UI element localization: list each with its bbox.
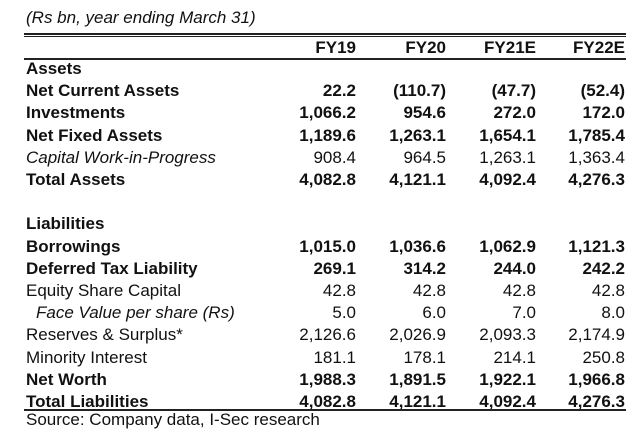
source-note: Source: Company data, I-Sec research — [26, 410, 320, 429]
table-row: Total Liabilities 4,082.8 4,121.1 4,092.4 4,… — [26, 391, 626, 413]
cell-fy20: 1,891.5 — [389, 369, 446, 389]
cell-fy19: 42.8 — [322, 281, 356, 300]
column-header-row: FY19 FY20 FY21E FY22E — [26, 37, 626, 59]
cell-fy20: 2,026.9 — [389, 325, 446, 345]
table-row: Total Assets 4,082.8 4,121.1 4,092.4 4,276.3 — [26, 169, 626, 191]
row-label: Net Worth — [26, 369, 107, 389]
top-rule-thin — [24, 36, 626, 37]
cell-fy20: 954.6 — [403, 103, 446, 123]
cell-fy22e: 1,966.8 — [568, 369, 625, 389]
table-row: Reserves & Surplus* 2,126.6 2,026.9 2,093.3… — [26, 324, 626, 346]
cell-fy21e: 2,093.3 — [479, 325, 536, 345]
cell-fy19: 1,988.3 — [299, 369, 356, 389]
row-label: Minority Interest — [26, 347, 147, 367]
row-label: Net Fixed Assets — [26, 125, 163, 145]
cell-fy20: 6.0 — [422, 303, 446, 323]
cell-fy20: 1,036.6 — [389, 236, 446, 256]
row-label: Reserves & Surplus* — [26, 325, 183, 345]
column-header-fy20: FY20 — [405, 38, 446, 57]
row-label: Liabilities — [26, 214, 105, 234]
table-row: Capital Work-in-Progress 908.4 964.5 1,263.… — [26, 147, 626, 169]
cell-fy22e: 4,276.3 — [568, 170, 625, 189]
row-label: Assets — [26, 59, 82, 78]
cell-fy21e: 272.0 — [493, 103, 536, 123]
cell-fy19: 908.4 — [313, 147, 356, 167]
table-row: Borrowings 1,015.0 1,036.6 1,062.9 1,121.3 — [26, 236, 626, 258]
row-label: Investments — [26, 103, 126, 123]
cell-fy22e: (52.4) — [580, 81, 625, 101]
cell-fy21e: 7.0 — [512, 303, 536, 323]
cell-fy19: 1,066.2 — [299, 103, 356, 123]
cell-fy19: 1,189.6 — [299, 125, 356, 145]
cell-fy21e: 4,092.4 — [479, 392, 536, 411]
cell-fy20: 178.1 — [403, 347, 446, 367]
row-label: Face Value per share (Rs) — [36, 303, 235, 323]
cell-fy22e: 8.0 — [601, 303, 625, 323]
cell-fy21e: 1,654.1 — [479, 125, 536, 145]
cell-fy22e: 4,276.3 — [568, 392, 625, 411]
cell-fy22e: 42.8 — [591, 281, 625, 300]
spacer-row — [26, 191, 626, 213]
cell-fy19: 269.1 — [313, 258, 356, 278]
header-rule — [24, 58, 626, 60]
cell-fy19: 5.0 — [332, 303, 356, 323]
cell-fy20: 4,121.1 — [389, 170, 446, 189]
column-header-fy21e: FY21E — [484, 38, 536, 57]
row-label: Equity Share Capital — [26, 281, 181, 300]
cell-fy20: 314.2 — [403, 258, 446, 278]
column-header-fy19: FY19 — [315, 38, 356, 57]
table-row: Net Worth 1,988.3 1,891.5 1,922.1 1,966.8 — [26, 369, 626, 391]
cell-fy22e: 2,174.9 — [568, 325, 625, 345]
cell-fy19: 1,015.0 — [299, 236, 356, 256]
cell-fy21e: 214.1 — [493, 347, 536, 367]
cell-fy21e: 244.0 — [493, 258, 536, 278]
top-rule — [24, 33, 626, 35]
row-label: Deferred Tax Liability — [26, 258, 198, 278]
cell-fy22e: 250.8 — [582, 347, 625, 367]
cell-fy19: 22.2 — [322, 81, 356, 101]
cell-fy22e: 1,363.4 — [568, 147, 625, 167]
cell-fy19: 4,082.8 — [299, 170, 356, 189]
row-label: Total Liabilities — [26, 392, 149, 411]
cell-fy22e: 242.2 — [582, 258, 625, 278]
table-row: Assets — [26, 58, 626, 80]
cell-fy19: 2,126.6 — [299, 325, 356, 345]
column-header-fy22e: FY22E — [573, 38, 625, 57]
cell-fy22e: 1,121.3 — [568, 236, 625, 256]
cell-fy21e: (47.7) — [491, 81, 536, 101]
cell-fy22e: 1,785.4 — [568, 125, 625, 145]
table-row: Net Fixed Assets 1,189.6 1,263.1 1,654.1 1,7… — [26, 125, 626, 147]
cell-fy20: 4,121.1 — [389, 392, 446, 411]
table-row: Net Current Assets 22.2 (110.7) (47.7) (52.4… — [26, 80, 626, 102]
cell-fy21e: 1,922.1 — [479, 369, 536, 389]
cell-fy19: 181.1 — [313, 347, 356, 367]
cell-fy21e: 1,062.9 — [479, 236, 536, 256]
row-label: Net Current Assets — [26, 81, 180, 101]
bottom-rule — [24, 409, 626, 411]
table-caption: (Rs bn, year ending March 31) — [26, 8, 256, 27]
cell-fy19: 4,082.8 — [299, 392, 356, 411]
row-label: Borrowings — [26, 236, 121, 256]
cell-fy20: 964.5 — [403, 147, 446, 167]
cell-fy21e: 42.8 — [502, 281, 536, 300]
table-row: Minority Interest 181.1 178.1 214.1 250.8 — [26, 347, 626, 369]
cell-fy20: 42.8 — [412, 281, 446, 300]
table-row: Face Value per share (Rs) 5.0 6.0 7.0 8.0 — [26, 302, 626, 324]
row-label: Capital Work-in-Progress — [26, 147, 216, 167]
cell-fy20: (110.7) — [393, 81, 446, 101]
table-row: Equity Share Capital 42.8 42.8 42.8 42.8 — [26, 280, 626, 302]
table-row: Liabilities — [26, 213, 626, 235]
cell-fy21e: 4,092.4 — [479, 170, 536, 189]
table-row: Deferred Tax Liability 269.1 314.2 244.0 242… — [26, 258, 626, 280]
cell-fy22e: 172.0 — [582, 103, 625, 123]
row-label: Total Assets — [26, 170, 126, 189]
cell-fy21e: 1,263.1 — [479, 147, 536, 167]
table-row: Investments 1,066.2 954.6 272.0 172.0 — [26, 102, 626, 124]
cell-fy20: 1,263.1 — [389, 125, 446, 145]
